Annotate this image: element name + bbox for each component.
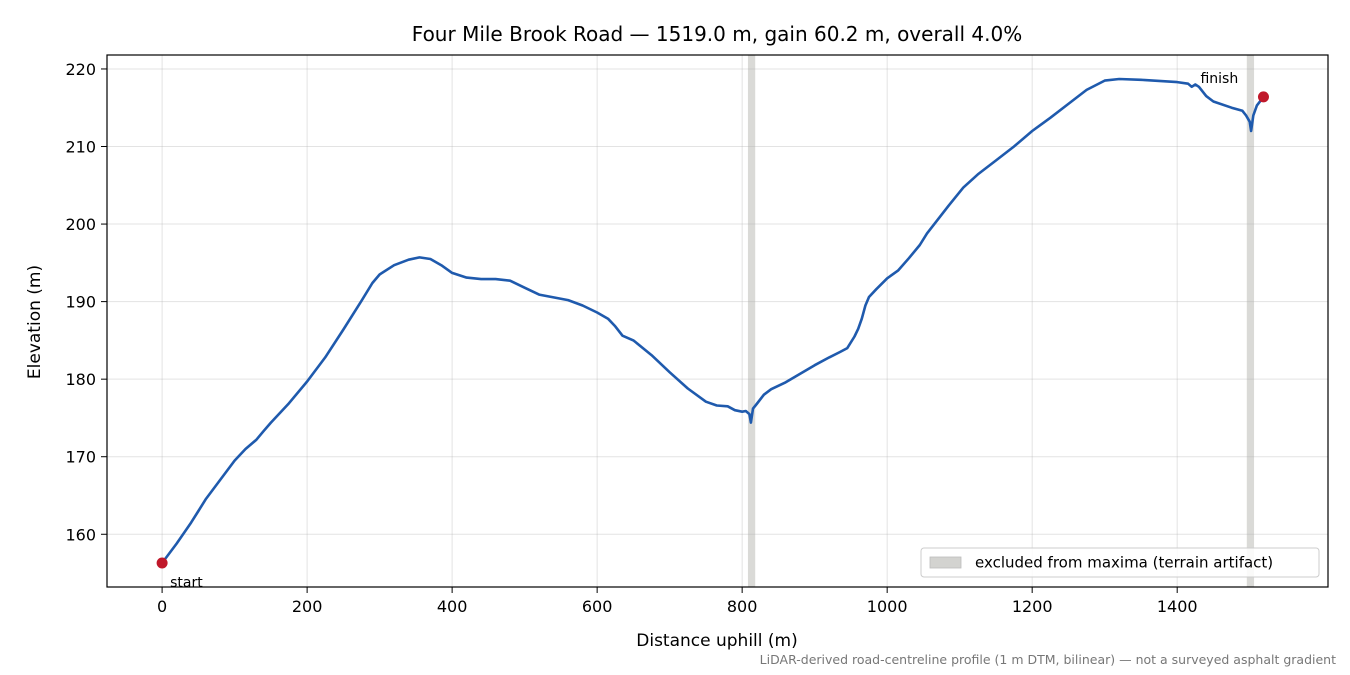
- y-axis-ticks: 160 170 180 190 200 210 220: [65, 60, 107, 544]
- grid-lines: [107, 55, 1328, 587]
- x-tick-label-200: 200: [292, 597, 323, 616]
- finish-label: finish: [1200, 71, 1238, 87]
- y-tick-label-160: 160: [65, 525, 96, 544]
- y-tick-label-180: 180: [65, 370, 96, 389]
- x-axis-ticks: 0 200 400 600 800 1000 1200 1400: [157, 587, 1198, 616]
- finish-marker: [1257, 91, 1269, 103]
- x-tick-label-1000: 1000: [867, 597, 908, 616]
- x-tick-label-800: 800: [727, 597, 758, 616]
- elevation-line-1: [160, 77, 1265, 565]
- start-label: start: [170, 575, 203, 591]
- x-tick-label-1200: 1200: [1012, 597, 1053, 616]
- y-tick-label-190: 190: [65, 293, 96, 312]
- legend-swatch-excluded: [929, 556, 962, 569]
- chart-title: Four Mile Brook Road — 1519.0 m, gain 60…: [412, 22, 1022, 46]
- series-group: [160, 77, 1265, 565]
- y-tick-label-200: 200: [65, 215, 96, 234]
- footnote: LiDAR-derived road-centreline profile (1…: [760, 652, 1336, 667]
- x-tick-label-0: 0: [157, 597, 167, 616]
- plot-frame: [106, 54, 1329, 588]
- legend-label-excluded: excluded from maxima (terrain artifact): [975, 554, 1273, 572]
- x-tick-label-1400: 1400: [1157, 597, 1198, 616]
- legend: excluded from maxima (terrain artifact): [920, 547, 1320, 578]
- y-axis-label: Elevation (m): [25, 265, 45, 379]
- x-tick-label-600: 600: [582, 597, 613, 616]
- y-tick-label-220: 220: [65, 60, 96, 79]
- y-tick-label-210: 210: [65, 138, 96, 157]
- excluded-band-2: [1246, 55, 1255, 587]
- x-tick-label-400: 400: [437, 597, 468, 616]
- excluded-band-1: [747, 55, 756, 587]
- x-axis-label: Distance uphill (m): [636, 631, 797, 651]
- start-marker: [156, 557, 168, 569]
- y-tick-label-170: 170: [65, 448, 96, 467]
- excluded-bands: [747, 55, 1255, 587]
- endpoint-markers: start finish: [156, 71, 1269, 591]
- legend-box: [920, 547, 1320, 578]
